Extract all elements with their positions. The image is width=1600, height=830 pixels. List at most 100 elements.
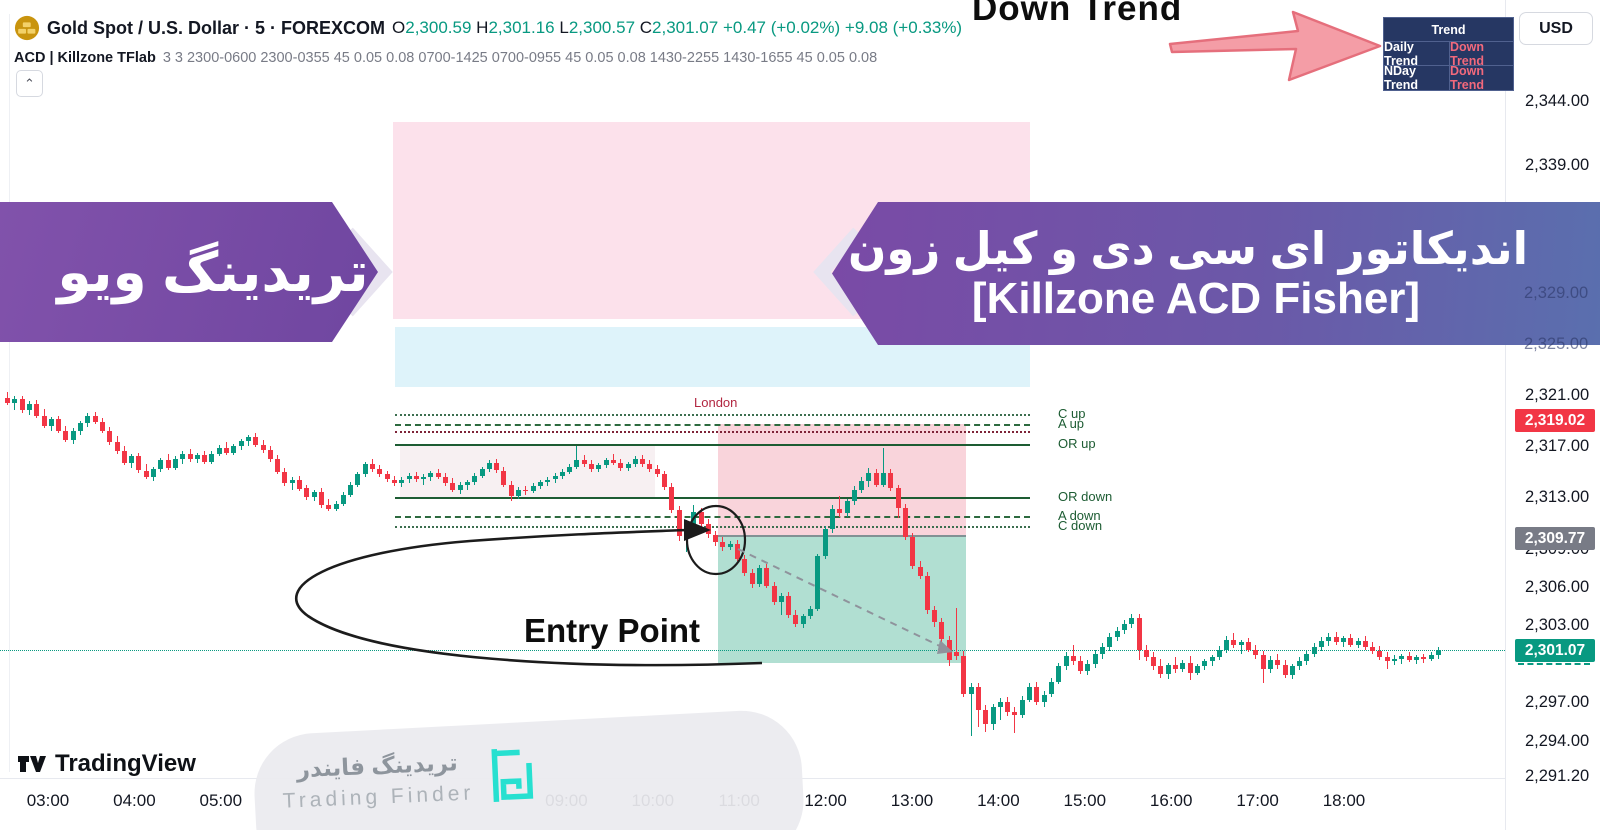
candle [654, 469, 660, 475]
candle [771, 585, 777, 603]
candle [1348, 638, 1354, 645]
candle [19, 398, 25, 411]
candle [1289, 666, 1295, 676]
candle [41, 415, 47, 426]
candle [99, 421, 105, 431]
candle-wick [1014, 707, 1016, 733]
daily-trend-value: Down Trend [1450, 39, 1485, 68]
candle [318, 492, 324, 506]
candle-wick [1240, 639, 1242, 654]
candle [537, 482, 543, 486]
down-trend-annotation: Down Trend [972, 0, 1183, 28]
candle [421, 476, 427, 480]
indicator-hline-london [395, 430, 1030, 433]
candle [1428, 654, 1434, 659]
price-axis-label: 2,339.00 [1525, 155, 1590, 174]
candle [735, 543, 740, 559]
candle [1319, 640, 1324, 648]
candle [202, 455, 208, 462]
down-zone-pink [718, 424, 966, 536]
candle [786, 596, 792, 616]
candle [924, 575, 930, 611]
price-axis-label: 2,291.20 [1525, 767, 1590, 786]
candle [808, 608, 813, 617]
candle [275, 459, 281, 472]
trend-status-table: Trend Daily Trend Down Trend NDay Trend … [1383, 17, 1514, 92]
symbol-title[interactable]: Gold Spot / U.S. Dollar · 5 · FOREXCOM [47, 17, 386, 38]
candle [238, 441, 244, 447]
candle [143, 470, 149, 477]
price-axis-label: 2,344.00 [1525, 91, 1590, 110]
candle [1187, 662, 1193, 673]
candle-wick [466, 479, 468, 490]
candle [647, 464, 653, 470]
close-label: C [639, 18, 653, 37]
candle [1231, 639, 1237, 645]
time-axis-label: 03:00 [26, 791, 70, 810]
candle [180, 453, 186, 459]
candle [764, 567, 770, 586]
candle [516, 489, 521, 497]
candle [881, 473, 886, 485]
candle [326, 505, 332, 509]
collapse-pane-button[interactable]: ⌃ [16, 70, 43, 97]
tradingview-logo[interactable]: TradingView [18, 750, 196, 778]
time-axis-label: 14:00 [977, 791, 1020, 810]
time-axis-label: 17:00 [1236, 791, 1279, 810]
candle [340, 494, 346, 504]
price-axis-label: 2,317.00 [1525, 437, 1590, 456]
candle [1165, 665, 1171, 675]
time-axis-label: 12:00 [804, 791, 847, 810]
candle-wick [970, 683, 972, 736]
candle [888, 473, 894, 489]
candle [902, 507, 908, 537]
candle [289, 479, 295, 484]
candle [545, 479, 551, 483]
candle [961, 656, 967, 695]
candle [260, 444, 266, 450]
indicator-params: 3 3 2300-0600 2300-0355 45 0.05 0.08 070… [162, 50, 878, 66]
candle [443, 476, 448, 484]
candle [749, 572, 755, 585]
candle [618, 462, 624, 468]
candle [311, 492, 317, 498]
candle [873, 473, 879, 485]
candle [1362, 640, 1368, 648]
candle [1326, 636, 1332, 641]
watermark-persian-text: تریدینگ فایندر [296, 748, 459, 782]
price-axis[interactable]: USD 2,349.002,344.002,339.002,321.002,31… [1505, 0, 1600, 830]
nday-trend-value: Down Trend [1450, 64, 1485, 92]
candle [895, 488, 901, 508]
candle [194, 455, 200, 459]
currency-toggle-button[interactable]: USD [1519, 12, 1593, 45]
candle-wick [883, 447, 884, 488]
candle [596, 465, 602, 470]
indicator-hline-c-up [395, 413, 1030, 416]
candle [362, 464, 368, 475]
indicator-hline-a-up [395, 423, 1030, 426]
candle [1267, 660, 1273, 669]
hline-label: OR down [1058, 488, 1113, 504]
candle [165, 460, 171, 468]
candle [844, 501, 850, 513]
tradingview-logo-icon [18, 756, 46, 772]
candle [859, 480, 865, 490]
candle [1311, 647, 1317, 654]
candle [114, 442, 120, 452]
candle [851, 489, 857, 502]
candle [355, 474, 361, 485]
candle [983, 709, 989, 724]
open-value: 2,300.59 [405, 18, 472, 37]
indicator-name[interactable]: ACD | Killzone TFlab [14, 50, 156, 66]
candle [370, 464, 375, 470]
candle [1056, 666, 1062, 682]
nday-trend-label: NDay Trend [1384, 64, 1450, 92]
candle [523, 489, 529, 492]
candle [917, 566, 923, 576]
candle [676, 510, 682, 536]
candle [968, 686, 974, 695]
candle [1092, 653, 1098, 664]
candle-wick [999, 698, 1001, 721]
candle [384, 474, 390, 480]
candle [1333, 636, 1339, 642]
